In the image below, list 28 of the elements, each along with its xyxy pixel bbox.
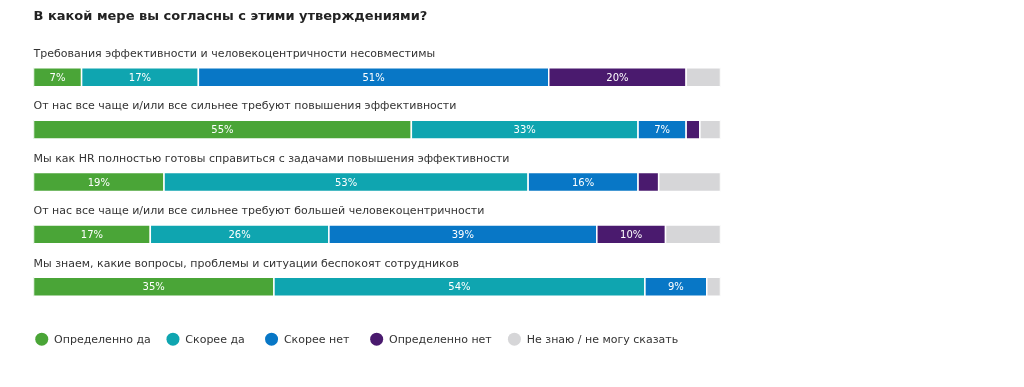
data-label: 35% bbox=[142, 281, 165, 293]
data-label: 7% bbox=[654, 124, 671, 136]
data-label: 26% bbox=[228, 228, 251, 240]
y-tick-label: Требования эффективности и человекоцентричности несовместимы bbox=[32, 46, 436, 60]
data-label: 54% bbox=[448, 281, 471, 293]
data-label: 16% bbox=[571, 176, 595, 188]
data-label: 55% bbox=[211, 124, 234, 136]
data-label: 17% bbox=[80, 228, 104, 240]
y-tick-label: От нас все чаще и/или все сильнее требуют повышения эффективности bbox=[33, 99, 457, 113]
data-label: 53% bbox=[334, 176, 358, 188]
data-label: 17% bbox=[128, 71, 152, 83]
data-label: 33% bbox=[513, 124, 536, 136]
legend-label: Определенно нет bbox=[389, 332, 493, 346]
data-label: 19% bbox=[87, 176, 110, 188]
data-label: 7% bbox=[49, 71, 66, 83]
y-tick-label: Мы знаем, какие вопросы, проблемы и ситуации беспокоят сотрудников bbox=[33, 256, 459, 270]
legend-label: Скорее да bbox=[185, 332, 245, 346]
legend-label: Не знаю / не могу сказать bbox=[526, 332, 679, 346]
legend-label: Скорее нет bbox=[283, 332, 350, 346]
data-label: 20% bbox=[606, 71, 629, 83]
data-label: 39% bbox=[451, 228, 474, 240]
data-label: 51% bbox=[362, 71, 385, 83]
y-tick-label: От нас все чаще и/или все сильнее требуют большей человекоцентричности bbox=[33, 204, 485, 218]
y-tick-label: Мы как HR полностью готовы справиться с задачами повышения эффективности bbox=[33, 151, 510, 165]
legend-label: Определенно да bbox=[54, 332, 151, 346]
data-label: 9% bbox=[667, 281, 684, 293]
data-label: 10% bbox=[620, 228, 643, 240]
chart-title: В какой мере вы согласны с этими утверждениями? bbox=[33, 7, 428, 23]
